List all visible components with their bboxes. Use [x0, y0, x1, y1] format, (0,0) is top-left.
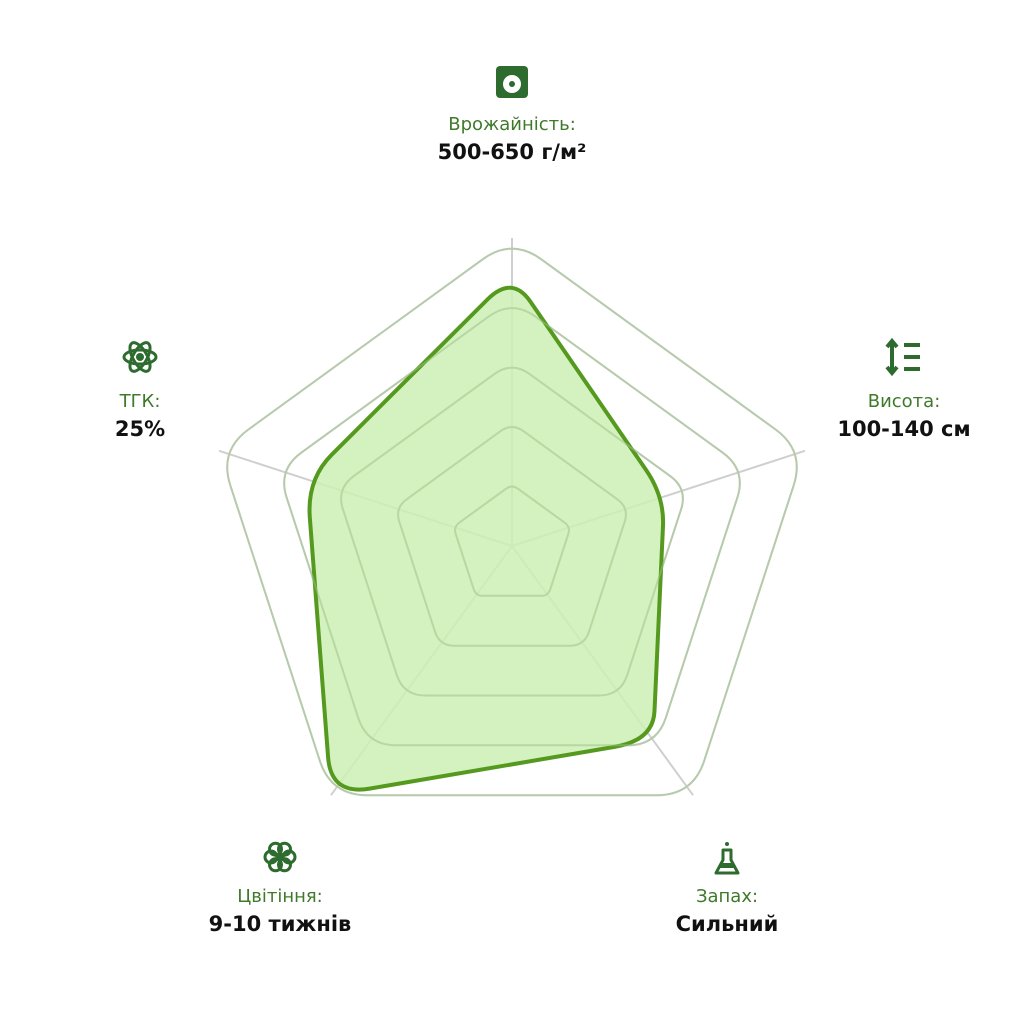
icon-part [277, 857, 292, 873]
axis-label: Врожайність: [448, 114, 576, 135]
axis-icon [263, 841, 297, 873]
axis-detail: 100-140 см [837, 417, 970, 441]
axis-icon [714, 842, 740, 875]
axis-label: Висота: [868, 391, 941, 412]
axis-detail: 25% [115, 417, 165, 441]
grid-ring-overlay [340, 366, 684, 697]
axis-label: ТГК: [119, 391, 161, 412]
axis-detail: 500-650 г/м² [438, 140, 587, 164]
icon-part [719, 863, 735, 868]
icon-part [277, 841, 292, 857]
icon-part [885, 337, 920, 377]
icon-part [136, 353, 144, 361]
icon-part [276, 853, 284, 861]
axis-detail: 9-10 тижнів [209, 912, 352, 936]
axis-detail: Сильний [676, 912, 779, 936]
radar-area [307, 285, 666, 792]
icon-part [714, 848, 740, 875]
icon-part [128, 341, 152, 373]
grid-ring-overlay [226, 247, 798, 797]
axis-icon [496, 66, 528, 98]
icon-part [725, 842, 729, 846]
axis-label: Цвітіння: [237, 886, 323, 907]
axis-icon [885, 337, 920, 377]
icon-part [268, 841, 283, 857]
grid-ring-overlay [283, 307, 741, 747]
axis-label: Запах: [696, 886, 758, 907]
grid-ring-overlay [397, 426, 627, 647]
axis-icon [122, 341, 158, 373]
grid-ring-overlay [454, 485, 570, 597]
icon-part [122, 348, 158, 366]
icon-part [509, 81, 515, 87]
icon-part [128, 341, 152, 373]
